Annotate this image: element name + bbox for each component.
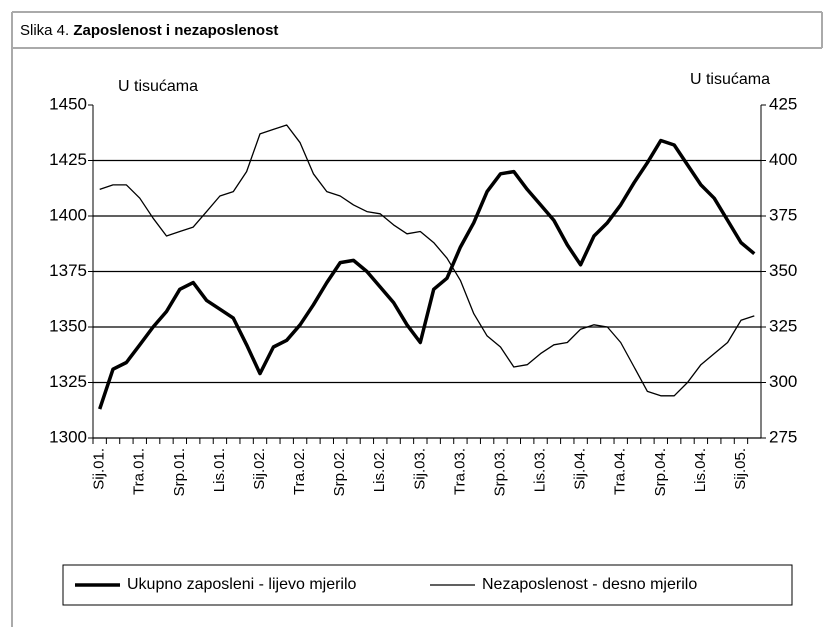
y-tick-label: 1350 bbox=[49, 316, 87, 335]
x-tick-label: Tra.03. bbox=[451, 448, 468, 495]
y-tick-label: 1400 bbox=[49, 205, 87, 224]
x-tick-label: Srp.04. bbox=[652, 448, 669, 496]
y2-tick-label: 300 bbox=[769, 372, 797, 391]
x-tick-label: Srp.01. bbox=[171, 448, 188, 496]
figure-label: Slika 4. bbox=[20, 22, 69, 39]
legend-box bbox=[62, 564, 793, 606]
y2-tick-label: 400 bbox=[769, 150, 797, 169]
y-axis-label: U tisućama bbox=[118, 78, 198, 95]
x-tick-label: Lis.04. bbox=[692, 448, 709, 492]
y-tick-label: 1325 bbox=[49, 372, 87, 391]
x-tick-label: Sij.02. bbox=[251, 448, 268, 490]
y-tick-label: 1450 bbox=[49, 94, 87, 113]
y2-axis-label: U tisućama bbox=[690, 71, 770, 88]
x-tick-label: Tra.01. bbox=[131, 448, 148, 495]
x-tick-label: Sij.05. bbox=[732, 448, 749, 490]
y-tick-label: 1375 bbox=[49, 261, 87, 280]
legend-label: Ukupno zaposleni - lijevo mjerilo bbox=[127, 576, 357, 593]
x-tick-label: Srp.03. bbox=[491, 448, 508, 496]
y-tick-label: 1300 bbox=[49, 427, 87, 446]
y-tick-label: 1425 bbox=[49, 150, 87, 169]
x-tick-label: Sij.04. bbox=[572, 448, 589, 490]
header: Slika 4. Zaposlenost i nezaposlenost bbox=[20, 22, 278, 39]
line-series bbox=[98, 138, 756, 410]
x-tick-label: Lis.01. bbox=[211, 448, 228, 492]
y2-tick-label: 350 bbox=[769, 261, 797, 280]
y2-tick-label: 275 bbox=[769, 427, 797, 446]
x-tick-label: Sij.03. bbox=[411, 448, 428, 490]
legend-label: Nezaposlenost - desno mjerilo bbox=[482, 576, 697, 593]
x-tick-label: Srp.02. bbox=[331, 448, 348, 496]
line-series bbox=[99, 124, 755, 397]
x-tick-label: Sij.01. bbox=[91, 448, 108, 490]
x-tick-label: Lis.03. bbox=[532, 448, 549, 492]
x-tick-label: Lis.02. bbox=[371, 448, 388, 492]
chart-title: Zaposlenost i nezaposlenost bbox=[73, 22, 278, 39]
x-tick-label: Tra.04. bbox=[612, 448, 629, 495]
x-tick-label: Tra.02. bbox=[291, 448, 308, 495]
y2-tick-label: 375 bbox=[769, 205, 797, 224]
y2-tick-label: 425 bbox=[769, 94, 797, 113]
y2-tick-label: 325 bbox=[769, 316, 797, 335]
